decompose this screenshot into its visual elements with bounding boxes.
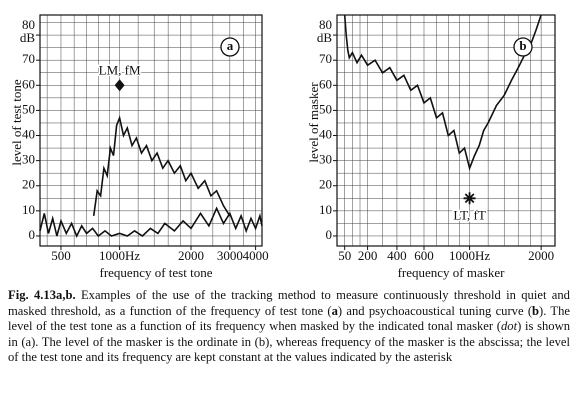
y-tick-label: 0 <box>326 227 333 242</box>
y-tick-label: 70 <box>22 51 35 66</box>
y-tick-label: 80 <box>319 17 332 32</box>
y-tick-label: 60 <box>22 76 35 91</box>
caption: Fig. 4.13a,b. Examples of the use of the… <box>8 288 570 366</box>
caption-text: dot <box>500 319 518 334</box>
masker-dot <box>114 79 125 92</box>
x-tick-label: 1000Hz <box>449 248 490 263</box>
x-tick-label: 200 <box>358 248 378 263</box>
x-axis-label: frequency of test tone <box>100 265 213 280</box>
x-tick-label: 400 <box>387 248 407 263</box>
y-tick-label: 70 <box>319 51 332 66</box>
panel-label: b <box>519 38 526 53</box>
y-unit: dB <box>317 30 333 45</box>
caption-text: Examples of the use of the tracking meth… <box>8 288 570 318</box>
x-tick-label: 50 <box>338 248 351 263</box>
y-tick-label: 80 <box>22 17 35 32</box>
caption-text: ) and psychoacoustical tuning curve ( <box>337 303 533 318</box>
caption-text: ). The level of the test tone as a funct… <box>8 303 571 334</box>
test-tone-asterisk <box>463 192 476 205</box>
trace-line <box>39 206 263 238</box>
caption-text: b <box>532 303 540 318</box>
y-axis-label: level of test tone <box>9 79 24 166</box>
y-tick-label: 10 <box>22 202 35 217</box>
y-axis-label: level of masker <box>306 82 321 163</box>
marker-label: LM, fM <box>99 62 141 77</box>
caption-label: Fig. 4.13a,b. <box>8 288 76 302</box>
y-tick-label: 0 <box>29 227 36 242</box>
y-tick-label: 40 <box>22 127 35 142</box>
trace-line <box>343 14 542 171</box>
x-tick-label: 3000 <box>217 248 243 263</box>
x-tick-label: 600 <box>414 248 434 263</box>
plot-frame <box>39 14 263 247</box>
panel-badge <box>220 37 240 57</box>
x-tick-label: 500 <box>51 248 71 263</box>
y-tick-label: 40 <box>319 127 332 142</box>
y-tick-label: 50 <box>22 101 35 116</box>
x-axis-label: frequency of masker <box>398 265 506 280</box>
caption-text: a <box>331 303 338 318</box>
marker-label: LT, fT <box>453 207 486 222</box>
y-tick-label: 20 <box>22 177 35 192</box>
y-unit: dB <box>20 30 36 45</box>
x-tick-label: 2000 <box>528 248 554 263</box>
y-tick-label: 30 <box>22 152 35 167</box>
y-tick-label: 60 <box>319 76 332 91</box>
panel-badge <box>513 37 533 57</box>
plot-frame <box>336 14 556 247</box>
y-tick-label: 20 <box>319 177 332 192</box>
y-tick-label: 10 <box>319 202 332 217</box>
panel-label: a <box>227 38 234 53</box>
caption-text: ) is shown in (a). The level of the mask… <box>8 319 570 365</box>
x-tick-label: 1000Hz <box>99 248 140 263</box>
x-tick-label: 4000 <box>243 248 269 263</box>
y-tick-label: 30 <box>319 152 332 167</box>
trace-line <box>92 115 231 217</box>
x-tick-label: 2000 <box>178 248 204 263</box>
y-tick-label: 50 <box>319 101 332 116</box>
